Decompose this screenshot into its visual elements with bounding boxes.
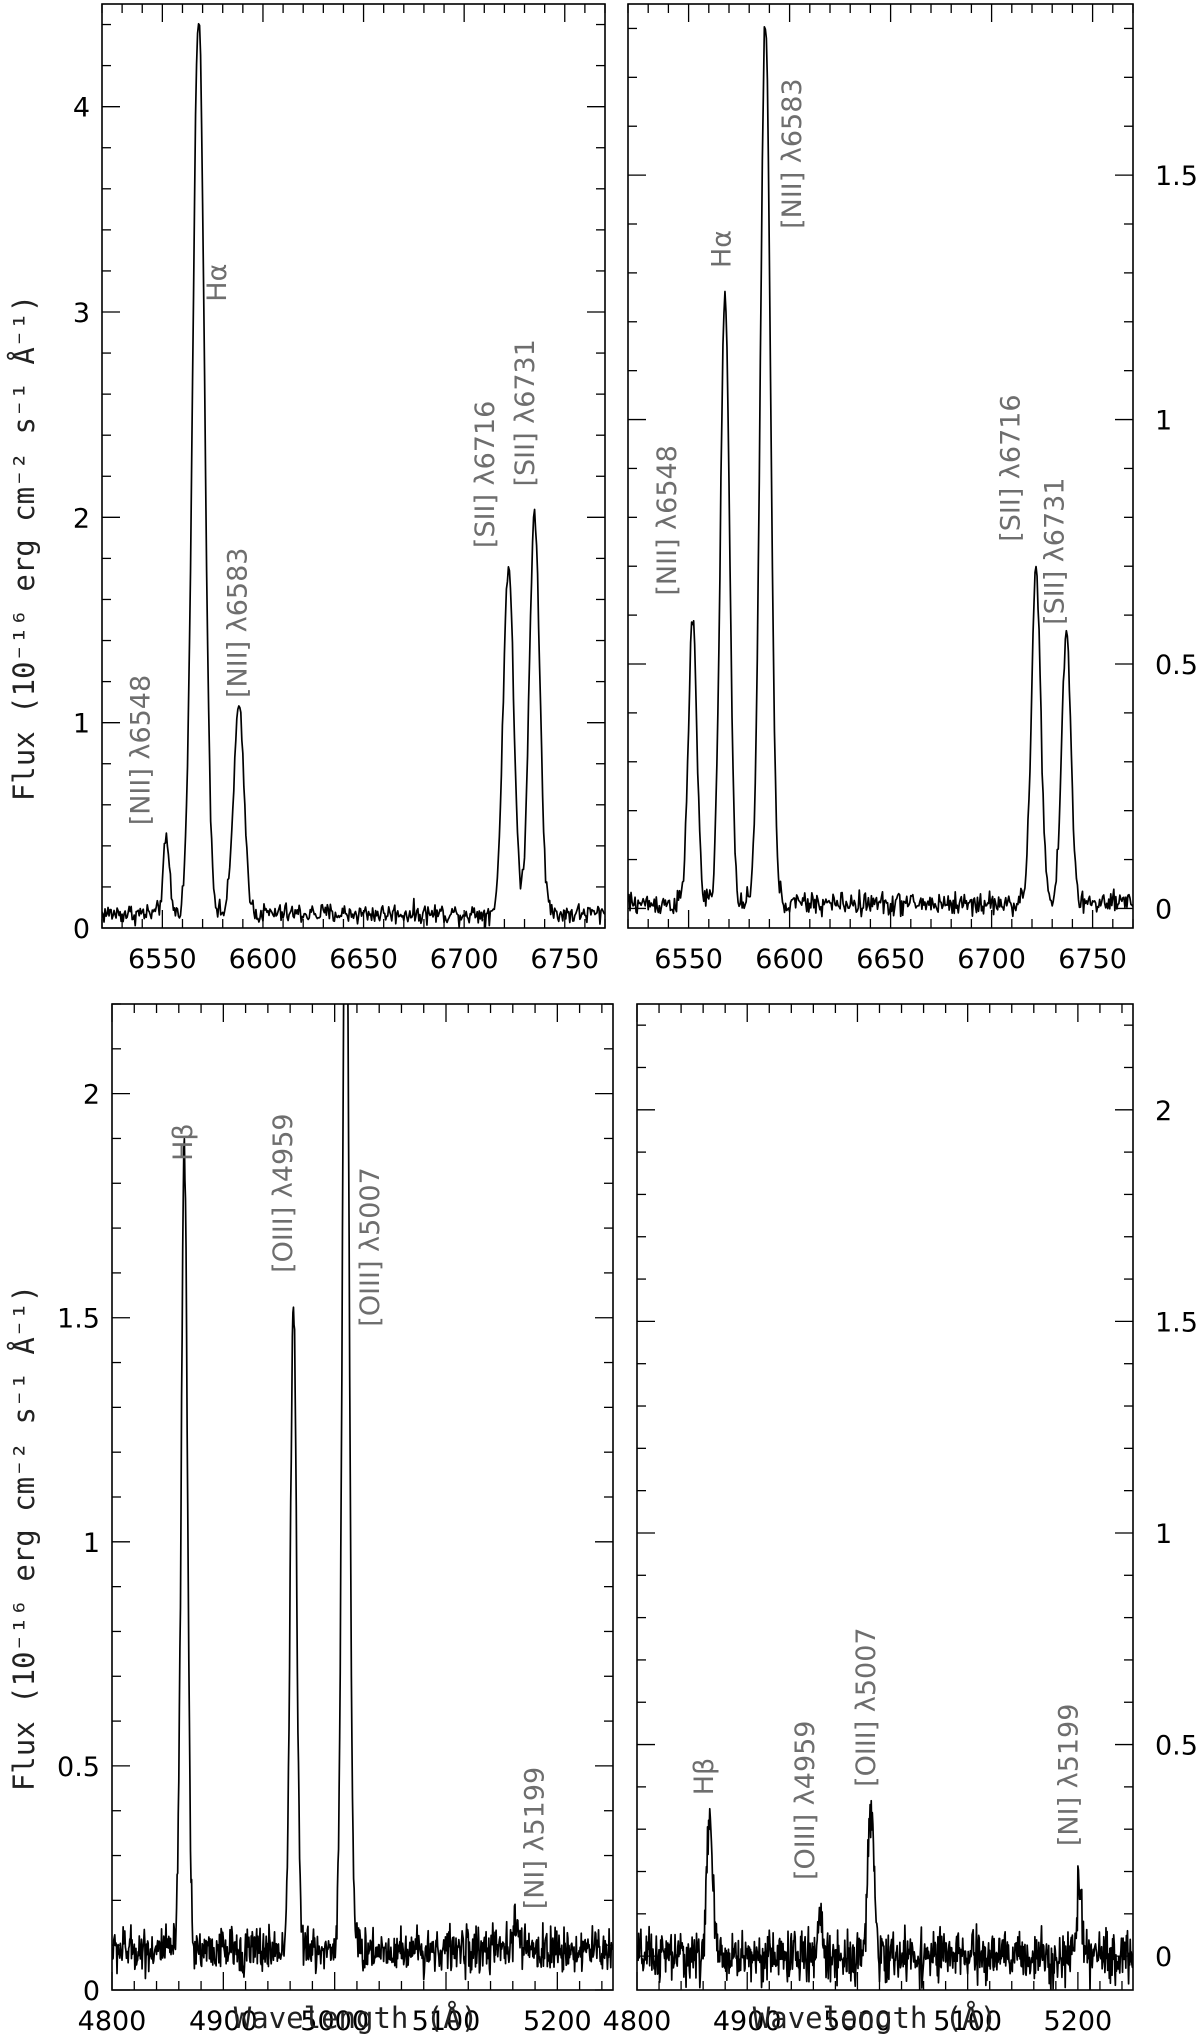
- x-tick-label: 5000: [823, 2006, 892, 2037]
- y-tick-label: 0.5: [1155, 650, 1198, 681]
- y-tick-label: 4: [73, 93, 90, 124]
- x-tick-label: 6600: [755, 944, 824, 975]
- line-label: Hβ: [168, 1123, 199, 1161]
- xlabel-bottom-right: Wavelength (Å): [753, 2001, 997, 2035]
- y-tick-label: 0.5: [1155, 1731, 1198, 1762]
- y-tick-label: 1: [1155, 1519, 1172, 1550]
- y-tick-label: 3: [73, 298, 90, 329]
- panel-frame: [627, 3, 1134, 929]
- line-label: [SII] λ6731: [1040, 477, 1071, 624]
- y-tick-label: 1: [1155, 406, 1172, 437]
- x-tick-label: 5200: [523, 2006, 592, 2037]
- x-tick-label: 6700: [430, 944, 499, 975]
- line-label: [NI] λ5199: [520, 1767, 551, 1910]
- y-tick-label: 2: [1155, 1096, 1172, 1127]
- y-tick-label: 1.5: [57, 1304, 100, 1335]
- line-label: [SII] λ6731: [510, 339, 541, 486]
- y-tick-label: 1: [73, 709, 90, 740]
- y-tick-label: 0: [1155, 1942, 1172, 1973]
- panel-bottom-left: 4800 4900 5000 5100 5200 0 0.5 1 1.5 2 Hβ [OIII] λ4…: [57, 1003, 614, 2037]
- panel-frame: [636, 1003, 1134, 1991]
- line-label: [SII] λ6716: [995, 394, 1026, 541]
- y-tick-label: 0: [83, 1976, 100, 2007]
- line-label: [OIII] λ4959: [790, 1721, 821, 1880]
- x-tick-label: 5200: [1044, 2006, 1113, 2037]
- x-tick-label: 4900: [189, 2006, 258, 2037]
- spectrum-line: [102, 22, 605, 928]
- y-tick-label: 1.5: [1155, 1307, 1198, 1338]
- line-label: [NI] λ5199: [1054, 1704, 1085, 1847]
- spectrum-line: [628, 25, 1133, 918]
- x-tick-label: 6750: [1058, 944, 1127, 975]
- line-label: [NII] λ6548: [652, 445, 683, 595]
- x-tick-label: 6600: [229, 944, 298, 975]
- panel-bottom-right: 4800 4900 5000 5100 5200 0 0.5 1 1.5 2 Hβ [OIII] λ4…: [603, 1003, 1198, 2037]
- line-label: [SII] λ6716: [470, 401, 501, 548]
- y-tick-label: 0.5: [57, 1752, 100, 1783]
- panel-top-right: 6550 6600 6650 6700 6750 0 0.5 1 1.5 [NII] λ6548 H…: [627, 3, 1198, 975]
- x-tick-label: 5000: [300, 2006, 369, 2037]
- line-label: Hα: [706, 230, 737, 268]
- ylabel-top: Flux (10⁻¹⁶ erg cm⁻² s⁻¹ Å⁻¹): [7, 295, 41, 801]
- x-tick-label: 6550: [654, 944, 723, 975]
- line-label: [OIII] λ5007: [355, 1167, 386, 1326]
- x-tick-label: 6750: [530, 944, 599, 975]
- xlabel-bottom-left: Wavelength (Å): [234, 2001, 478, 2035]
- line-label: Hβ: [689, 1758, 720, 1796]
- panel-frame: [101, 3, 606, 929]
- x-tick-label: 4800: [78, 2006, 147, 2037]
- x-tick-label: 4900: [713, 2006, 782, 2037]
- y-tick-label: 0: [73, 914, 90, 945]
- line-label: [NII] λ6583: [777, 78, 808, 228]
- x-tick-label: 6650: [856, 944, 925, 975]
- ylabel-bottom: Flux (10⁻¹⁶ erg cm⁻² s⁻¹ Å⁻¹): [7, 1285, 41, 1791]
- line-label: [NII] λ6583: [222, 548, 253, 698]
- line-label: [NII] λ6548: [126, 675, 157, 825]
- line-label: [OIII] λ4959: [268, 1113, 299, 1272]
- y-tick-label: 2: [83, 1080, 100, 1111]
- x-tick-label: 6550: [128, 944, 197, 975]
- spectrum-line: [112, 1004, 613, 1981]
- x-tick-label: 4800: [603, 2006, 672, 2037]
- x-tick-label: 5100: [412, 2006, 481, 2037]
- spectrum-line: [637, 1799, 1133, 1990]
- x-tick-label: 5100: [933, 2006, 1002, 2037]
- x-tick-label: 6700: [957, 944, 1026, 975]
- y-tick-label: 1: [83, 1528, 100, 1559]
- y-tick-label: 2: [73, 503, 90, 534]
- y-tick-label: 0: [1155, 894, 1172, 925]
- y-tick-label: 1.5: [1155, 161, 1198, 192]
- line-label: Hα: [202, 264, 233, 302]
- panel-top-left: 6550 6600 6650 6700 6750 0 1 2 3 4 [NII] λ6548 Hα [N…: [73, 3, 606, 975]
- line-label: [OIII] λ5007: [851, 1627, 882, 1786]
- x-tick-label: 6650: [329, 944, 398, 975]
